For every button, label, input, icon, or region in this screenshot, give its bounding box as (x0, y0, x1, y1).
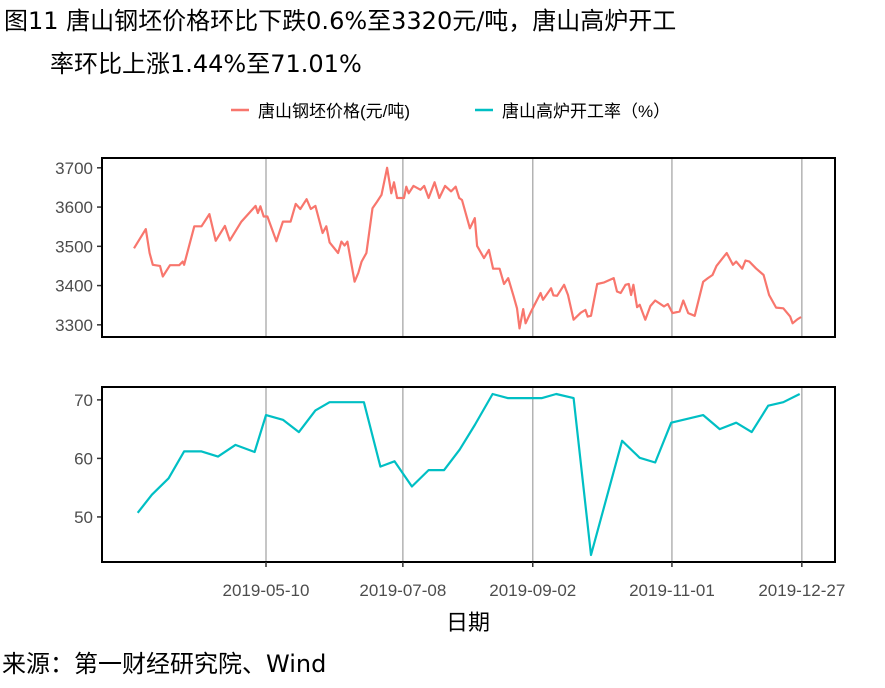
y-tick-label: 3600 (55, 198, 93, 217)
x-tick-label: 2019-09-02 (489, 581, 576, 600)
x-tick-label: 2019-07-08 (359, 581, 446, 600)
chart-title-line-1: 图11 唐山钢坯价格环比下跌0.6%至3320元/吨，唐山高炉开工 (4, 7, 677, 35)
legend-label-price: 唐山钢坯价格(元/吨) (258, 101, 410, 121)
y-tick-label: 3300 (55, 316, 93, 335)
y-tick-label: 60 (74, 449, 93, 468)
y-tick-label: 3400 (55, 277, 93, 296)
source-note: 来源：第一财经研究院、Wind (2, 650, 327, 678)
y-tick-label: 3500 (55, 237, 93, 256)
x-tick-label: 2019-11-01 (629, 581, 715, 600)
y-tick-label: 50 (74, 508, 93, 527)
series-line-0 (133, 166, 802, 330)
series-line-1 (136, 392, 801, 557)
y-tick-label: 3700 (55, 159, 93, 178)
chart-title-line-2: 率环比上涨1.44%至71.01% (50, 50, 362, 78)
y-tick-label: 70 (74, 391, 93, 410)
panel-border-0 (101, 157, 836, 338)
x-tick-label: 2019-12-27 (758, 581, 845, 600)
panel-border-1 (101, 386, 836, 563)
x-axis-label: 日期 (446, 610, 490, 635)
x-tick-label: 2019-05-10 (223, 581, 310, 600)
legend-label-rate: 唐山高炉开工率（%） (502, 101, 670, 121)
legend: 唐山钢坯价格(元/吨) 唐山高炉开工率（%） (231, 101, 670, 121)
